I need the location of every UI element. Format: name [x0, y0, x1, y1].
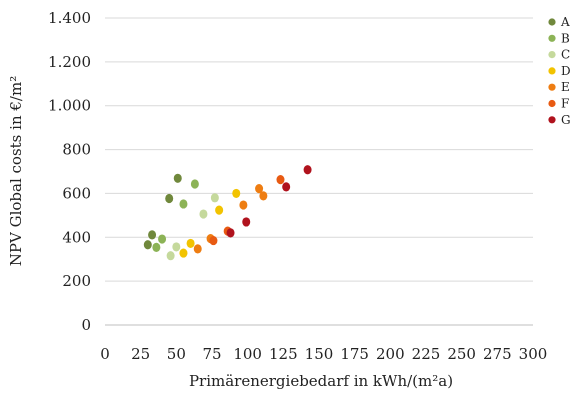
legend-marker-c — [548, 51, 556, 59]
x-axis-ticks: 0 25 50 75 100 125 150 175 200 225 250 275 300 — [100, 345, 547, 363]
x-tick-label: 225 — [412, 345, 441, 363]
x-tick-label: 250 — [447, 345, 476, 363]
legend-marker-g — [548, 116, 556, 124]
data-points — [143, 165, 312, 261]
data-point-e — [239, 200, 248, 210]
data-point-g — [242, 217, 251, 227]
data-point-b — [158, 234, 167, 244]
x-tick-label: 25 — [131, 345, 150, 363]
data-point-g — [226, 228, 235, 238]
data-point-a — [143, 240, 152, 250]
y-tick-label: 1.000 — [48, 97, 91, 115]
x-tick-label: 275 — [483, 345, 512, 363]
y-axis-title: NPV Global costs in €/m² — [7, 76, 25, 266]
x-tick-label: 0 — [100, 345, 110, 363]
x-tick-label: 200 — [376, 345, 405, 363]
data-point-c — [199, 209, 208, 219]
data-point-a — [173, 173, 182, 183]
legend-label-g: G — [561, 113, 571, 127]
data-point-f — [276, 175, 285, 185]
gridlines — [105, 17, 533, 326]
data-point-e — [255, 184, 264, 194]
legend-marker-b — [548, 34, 556, 42]
data-point-d — [215, 205, 224, 215]
legend-label-d: D — [561, 64, 571, 78]
data-point-b — [179, 199, 188, 209]
y-tick-label: 800 — [62, 141, 91, 159]
x-tick-label: 75 — [202, 345, 221, 363]
data-point-e — [259, 191, 268, 201]
x-tick-label: 300 — [519, 345, 548, 363]
data-point-b — [152, 242, 161, 252]
data-point-e — [193, 244, 202, 254]
legend-marker-f — [548, 99, 556, 108]
legend-marker-d — [548, 67, 556, 75]
data-point-a — [165, 193, 174, 204]
x-tick-label: 150 — [305, 345, 334, 363]
x-tick-label: 50 — [167, 345, 186, 363]
y-tick-label: 400 — [62, 228, 91, 246]
legend-label-a: A — [560, 15, 570, 29]
x-tick-label: 100 — [233, 345, 262, 363]
legend-label-c: C — [561, 48, 570, 62]
data-point-f — [209, 235, 218, 246]
y-tick-label: 1.400 — [48, 9, 91, 27]
legend-label-f: F — [561, 97, 569, 111]
x-tick-label: 175 — [340, 345, 369, 363]
data-point-g — [282, 182, 291, 192]
legend-label-e: E — [561, 80, 570, 94]
y-tick-label: 1.200 — [48, 53, 91, 71]
y-axis-ticks: 0 200 400 600 800 1.000 1.200 1.400 — [48, 9, 91, 334]
x-tick-label: 125 — [269, 345, 298, 363]
data-point-a — [148, 230, 157, 240]
data-point-d — [232, 188, 241, 199]
data-point-d — [186, 238, 195, 249]
y-tick-label: 0 — [81, 316, 91, 334]
legend-marker-e — [548, 83, 556, 91]
data-point-d — [179, 248, 188, 258]
data-point-c — [172, 242, 181, 252]
y-tick-label: 600 — [62, 184, 91, 202]
data-point-c — [166, 251, 175, 261]
data-point-c — [210, 193, 219, 203]
data-point-g — [303, 165, 312, 175]
legend-marker-a — [548, 18, 556, 26]
y-tick-label: 200 — [62, 272, 91, 290]
legend-label-b: B — [561, 31, 570, 45]
data-point-b — [190, 179, 199, 189]
x-axis-title: Primärenergiebedarf in kWh/(m²a) — [189, 372, 453, 390]
